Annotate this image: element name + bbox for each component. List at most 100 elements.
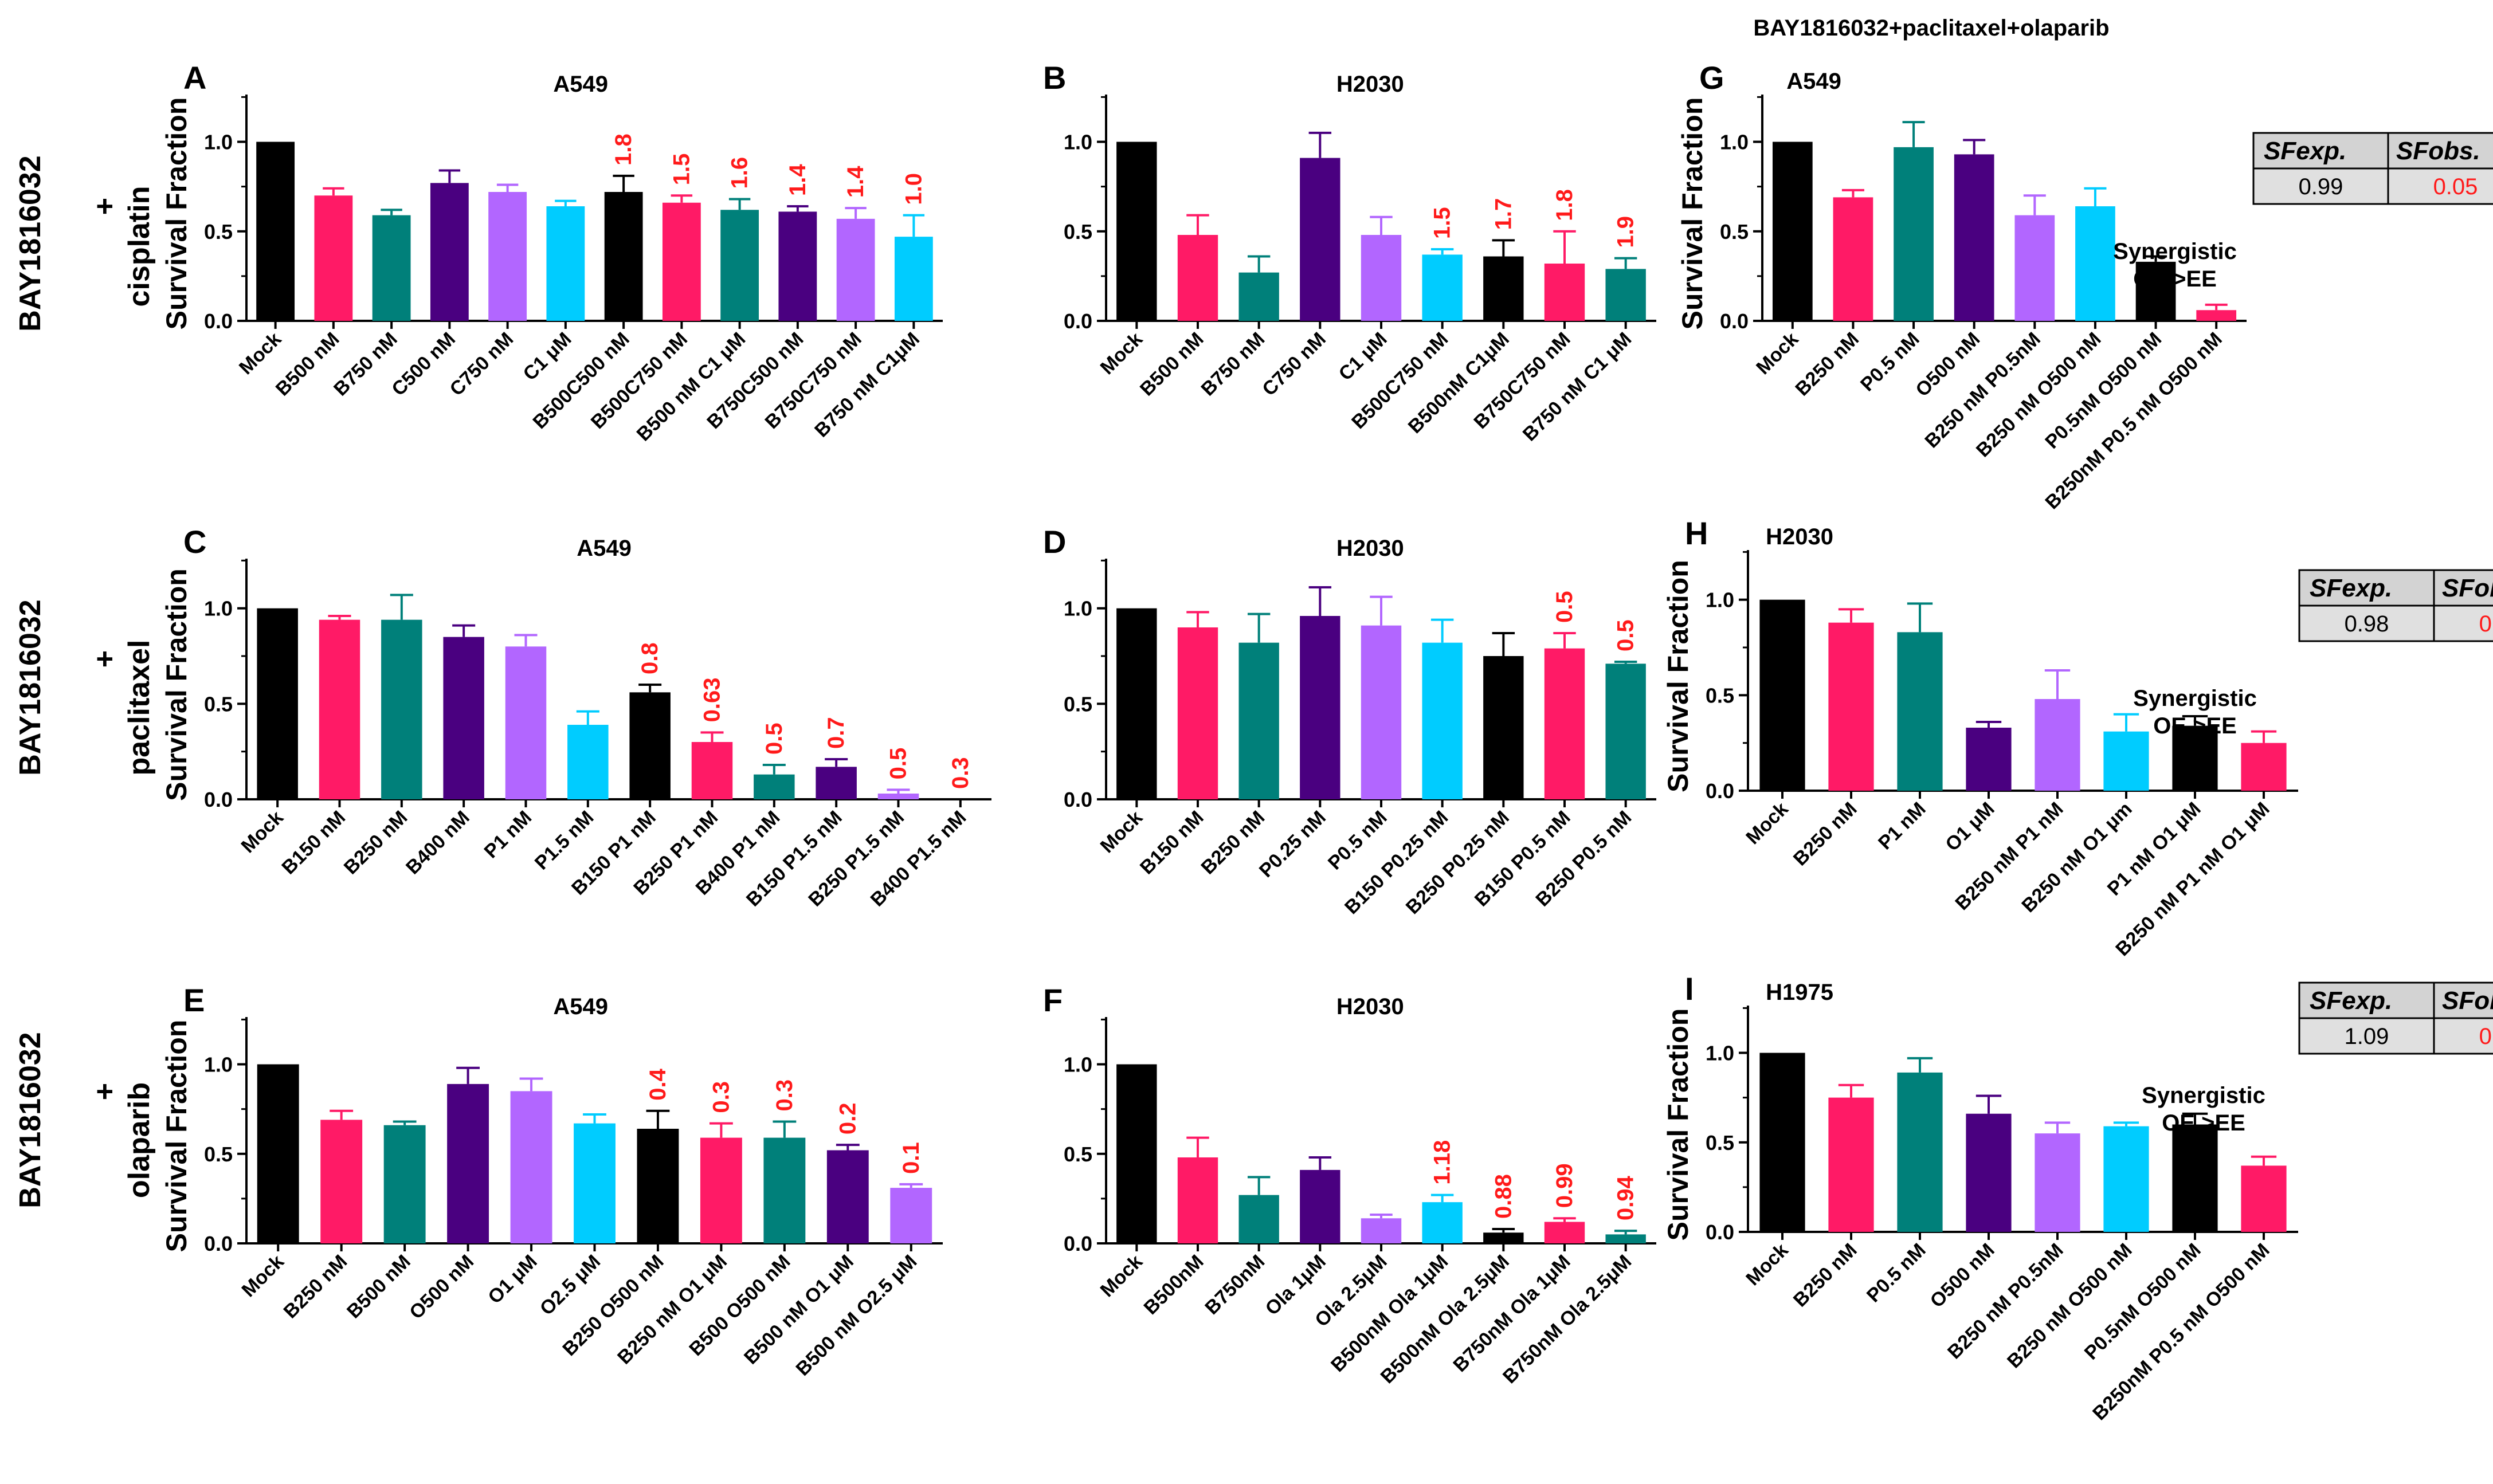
panel-H-xtick-label: B250 nM bbox=[1789, 798, 1861, 870]
panel-C-annotation: 0.8 bbox=[637, 642, 663, 674]
panel-C-xtick-label: B250 nM bbox=[340, 807, 412, 879]
panel-C-xtick-label: B150 nM bbox=[277, 807, 350, 879]
panel-E-ytick-label: 0.5 bbox=[204, 1143, 233, 1166]
panel-B-xtick-label: C750 nM bbox=[1258, 328, 1330, 401]
panel-B-xtick-label: B750 nM bbox=[1197, 328, 1269, 401]
panel-F-bar bbox=[1544, 1222, 1585, 1243]
panel-H: H H2030 Survival Fraction 0.0 0.5 1.0 MockB250… bbox=[1662, 515, 2493, 960]
row-label-2-drug: BAY1816032 bbox=[14, 599, 47, 775]
panel-D-bar bbox=[1544, 648, 1585, 799]
panel-D-xtick-label: B150 P0.25 nM bbox=[1340, 807, 1452, 918]
panel-B-annotation: 1.7 bbox=[1491, 198, 1516, 230]
panel-D-bar bbox=[1605, 664, 1646, 799]
panel-G-bar bbox=[2075, 206, 2115, 321]
panel-G-ytick-label: 1.0 bbox=[1720, 131, 1749, 154]
panel-A-xtick-label: C750 nM bbox=[446, 328, 518, 401]
panel-E-bar bbox=[574, 1123, 616, 1243]
panel-I-xtick-label: P0.5nM O500 nM bbox=[2080, 1239, 2205, 1364]
panel-C-annotation: 0.7 bbox=[824, 717, 849, 749]
panel-F-annotation: 0.99 bbox=[1552, 1163, 1577, 1208]
panel-C-bar bbox=[257, 608, 298, 799]
panel-H-ylabel: Survival Fraction bbox=[1662, 560, 1694, 792]
panel-A-ytick-label: 0.5 bbox=[204, 220, 233, 244]
panel-H-bar bbox=[2103, 731, 2149, 791]
panel-H-bar bbox=[2035, 699, 2080, 791]
panel-F-annotation: 0.88 bbox=[1491, 1174, 1516, 1219]
panel-C-bar bbox=[505, 646, 547, 799]
panel-F-bar bbox=[1361, 1218, 1402, 1243]
panel-E-title: A549 bbox=[553, 994, 608, 1019]
panel-C-letter: C bbox=[183, 524, 206, 560]
panel-I-sf-table: SFexp. SFobs. 1.09 0.36 bbox=[2298, 982, 2493, 1055]
panel-E-xtick-label: O1 μM bbox=[484, 1251, 541, 1308]
panel-B-ytick-label: 1.0 bbox=[1064, 131, 1092, 154]
sf-table-value-exp: 0.99 bbox=[2299, 174, 2343, 199]
panel-H-title: H2030 bbox=[1766, 524, 1833, 549]
panel-A-ytick-label: 1.0 bbox=[204, 131, 233, 154]
panel-C-bar bbox=[629, 692, 671, 799]
panel-E-annotation: 0.2 bbox=[835, 1103, 860, 1135]
panel-B-xtick-label: B750 nM C1 μM bbox=[1519, 328, 1636, 446]
panel-D-xtick-label: B250 P0.25 nM bbox=[1402, 807, 1514, 918]
panel-I-ytick-label: 1.0 bbox=[1706, 1042, 1734, 1065]
sf-table-header-exp: SFexp. bbox=[2310, 574, 2392, 602]
panel-I-synergy-line1: Synergistic bbox=[2142, 1083, 2265, 1108]
panel-D-letter: D bbox=[1043, 524, 1066, 560]
panel-C-ytick-label: 0.5 bbox=[204, 692, 233, 716]
panel-E-bar bbox=[383, 1125, 426, 1243]
panel-F-title: H2030 bbox=[1336, 994, 1404, 1019]
panel-F-annotation: 1.18 bbox=[1430, 1140, 1455, 1185]
row-label-2: BAY1816032 + paclitaxel bbox=[14, 599, 156, 775]
panel-B-ytick-label: 0.0 bbox=[1064, 309, 1092, 333]
panel-A-annotation: 1.0 bbox=[901, 173, 926, 205]
panel-F-bar bbox=[1605, 1234, 1646, 1243]
panel-A-annotation: 1.4 bbox=[843, 166, 868, 198]
panel-A-xtick-label: B500 nM C1 μM bbox=[633, 328, 750, 446]
panel-A-bar bbox=[546, 206, 585, 321]
panel-F-xtick-label: B500nM Ola 1μM bbox=[1327, 1251, 1452, 1376]
figure-title: BAY1816032+paclitaxel+olaparib bbox=[1753, 15, 2109, 41]
panel-I-xtick-label: O500 nM bbox=[1926, 1239, 1999, 1312]
panel-E-annotation: 0.4 bbox=[645, 1068, 671, 1100]
panel-B-bar bbox=[1177, 235, 1218, 321]
panel-B-annotation: 1.9 bbox=[1613, 216, 1639, 248]
panel-B-bar bbox=[1238, 272, 1279, 321]
panel-B-bar bbox=[1422, 254, 1463, 321]
panel-H-bar bbox=[1897, 632, 1943, 791]
panel-G-xtick-label: Mock bbox=[1752, 328, 1802, 379]
panel-B-bar bbox=[1300, 158, 1340, 321]
panel-I-bar bbox=[2172, 1124, 2218, 1232]
panel-I-bar bbox=[2035, 1133, 2080, 1232]
panel-I-bar bbox=[1897, 1072, 1943, 1232]
panel-B-bar bbox=[1544, 264, 1585, 321]
panel-C-bar bbox=[754, 774, 795, 799]
panel-A-annotation: 1.6 bbox=[727, 157, 752, 189]
panel-F-bar bbox=[1422, 1202, 1463, 1243]
panel-F-bar bbox=[1300, 1169, 1340, 1243]
panel-E-letter: E bbox=[183, 982, 205, 1018]
panel-D-xtick-label: B150 nM bbox=[1136, 807, 1208, 879]
panel-D-xtick-label: P0.25 nM bbox=[1255, 807, 1330, 882]
panel-H-letter: H bbox=[1685, 515, 1708, 551]
panel-D-ytick-label: 0.0 bbox=[1064, 788, 1092, 811]
panel-F-xtick-label: B750nM bbox=[1201, 1251, 1269, 1319]
panel-D-ytick-label: 1.0 bbox=[1064, 597, 1092, 621]
row-label-2-partner: paclitaxel bbox=[123, 639, 156, 775]
panel-E-bar bbox=[320, 1120, 363, 1243]
panel-A-xtick-label: C500 nM bbox=[387, 328, 460, 401]
panel-F-letter: F bbox=[1043, 982, 1063, 1018]
panel-B-annotation: 1.8 bbox=[1552, 189, 1577, 221]
sf-table-value-obs: 0.05 bbox=[2433, 174, 2478, 199]
panel-C-xtick-label: B400 nM bbox=[402, 807, 474, 879]
panel-H-ytick-label: 0.0 bbox=[1706, 779, 1734, 803]
panel-B-bar bbox=[1483, 256, 1524, 321]
panel-F-xtick-label: Mock bbox=[1096, 1251, 1147, 1301]
panel-B-xtick-label: Mock bbox=[1096, 328, 1147, 379]
panel-A-bar bbox=[314, 195, 353, 321]
panel-F-bar bbox=[1483, 1232, 1524, 1243]
panel-H-bar bbox=[1966, 728, 2012, 791]
panel-C-title: A549 bbox=[577, 536, 632, 561]
